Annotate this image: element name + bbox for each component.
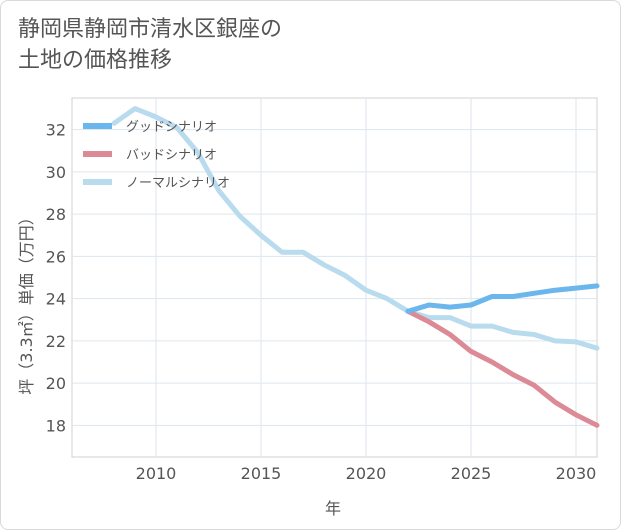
y-tick-label: 24 [46, 290, 66, 309]
y-tick-label: 18 [46, 416, 66, 435]
series-line-2 [405, 308, 600, 428]
x-tick-label: 2030 [556, 464, 597, 483]
x-tick-label: 2025 [451, 464, 492, 483]
legend-label-1: グッドシナリオ [126, 120, 217, 135]
series-line-1 [405, 283, 600, 314]
y-tick-label: 22 [46, 332, 66, 351]
chart-title: 静岡県静岡市清水区銀座の 土地の価格推移 [18, 17, 283, 73]
x-axis-title: 年 [325, 499, 341, 518]
y-axis-title: 坪（3.3㎡）単価（万円） [17, 209, 36, 394]
legend-label-3: ノーマルシナリオ [126, 176, 230, 191]
y-tick-label: 26 [46, 247, 66, 266]
series-line-3 [111, 106, 600, 351]
plot-area-border [71, 97, 598, 458]
y-tick-label: 30 [46, 163, 66, 182]
y-tick-label: 20 [46, 374, 66, 393]
x-tick-label: 2015 [241, 464, 282, 483]
legend-label-2: バッドシナリオ [126, 148, 217, 163]
y-tick-label: 28 [46, 205, 66, 224]
y-tick-label: 32 [46, 121, 66, 140]
x-tick-label: 2010 [136, 464, 177, 483]
x-tick-label: 2020 [346, 464, 387, 483]
